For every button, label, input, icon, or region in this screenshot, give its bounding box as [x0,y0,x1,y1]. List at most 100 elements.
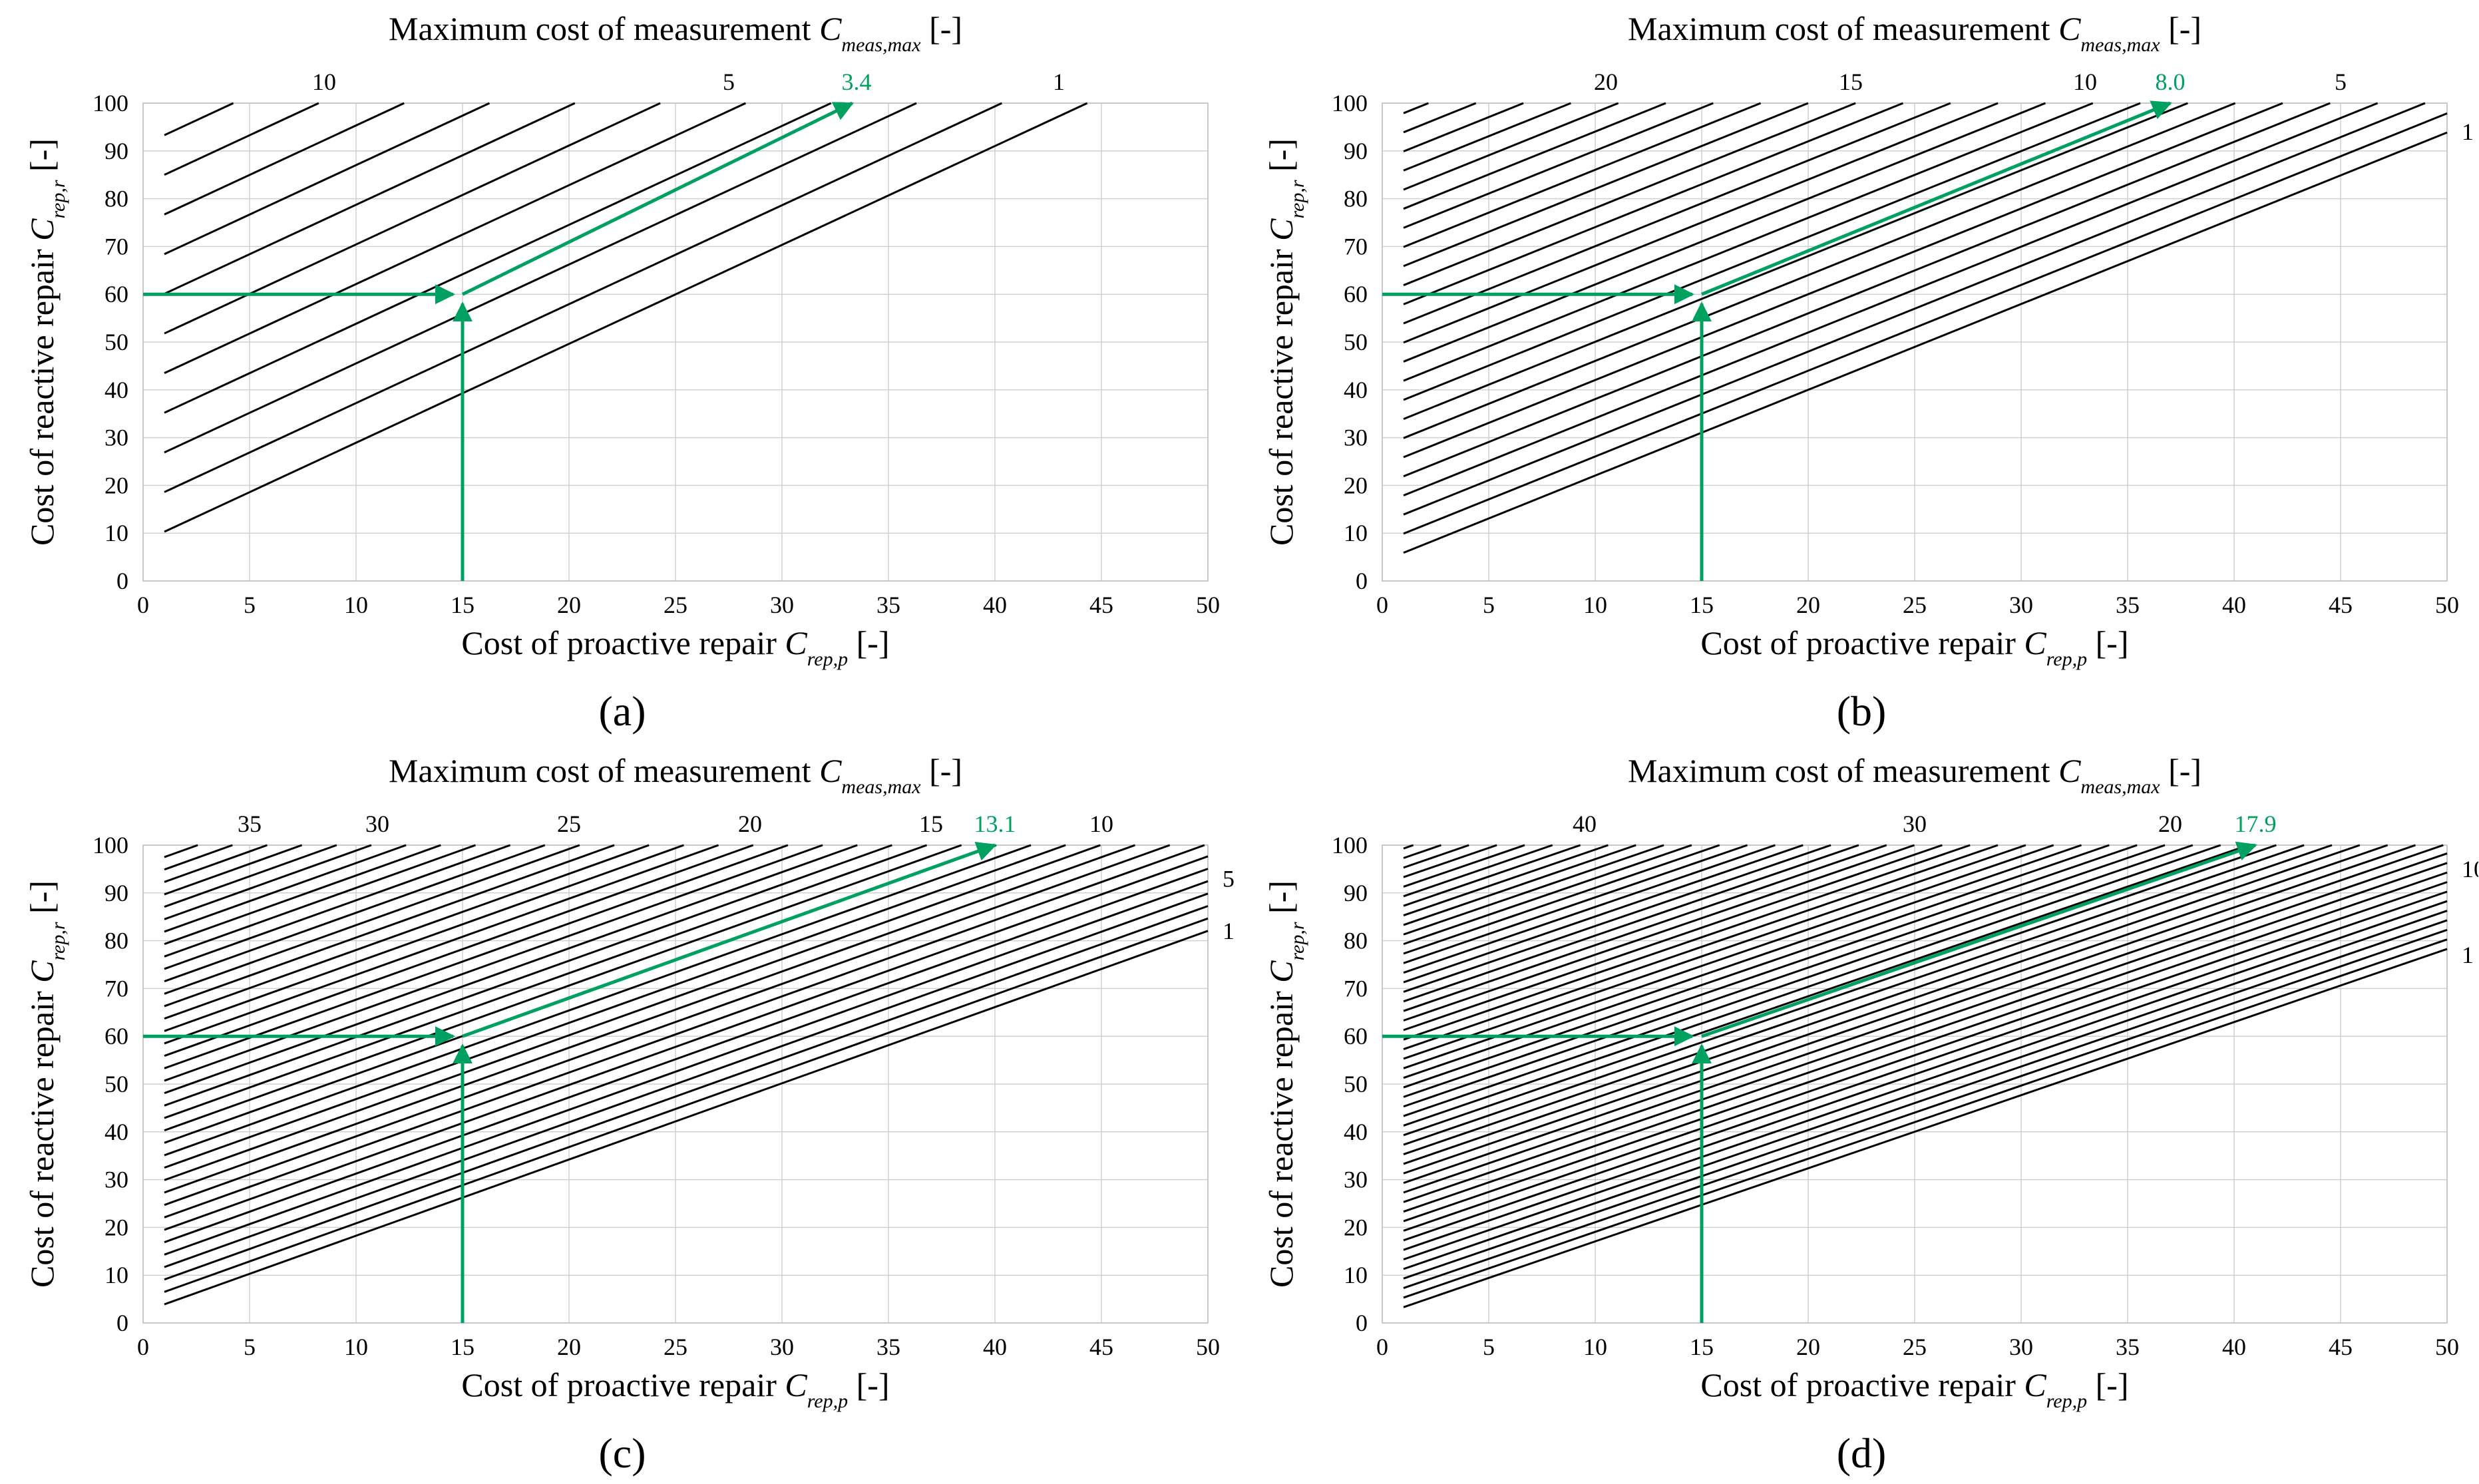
top-tick-label: 10 [312,69,336,95]
top-tick-label: 5 [723,69,735,95]
series-line [164,844,754,1057]
series-line [1403,102,1999,344]
series-line [1403,844,1748,964]
series-line [1403,844,2333,1165]
series-line [1403,102,1904,305]
y-tick-label: 100 [93,832,128,858]
series-line [164,930,1209,1306]
highlight-path: 13.1 [143,811,1016,1323]
highlight-value: 13.1 [974,811,1016,837]
x-tick-label: 10 [344,592,368,618]
y-tick-label: 50 [1344,329,1368,355]
x-tick-label: 35 [2116,592,2140,618]
y-tick-label: 0 [1356,1310,1368,1336]
series-line [1403,844,2305,1155]
x-tick-label: 0 [1376,592,1388,618]
series-line [1403,102,1714,229]
series-line [1403,102,1809,268]
series-line [164,844,962,1132]
series-line [1403,844,1553,898]
y-tick-label: 90 [104,880,128,906]
x-tick-label: 25 [664,1334,687,1360]
series-line [1403,102,2426,516]
series-line [1403,844,1609,916]
y-tick-label: 0 [116,1310,128,1336]
y-axis-title: Cost of reactive repair Crep,r [-] [23,880,69,1288]
top-tick-label: 15 [919,811,943,837]
series-line [1403,844,1525,888]
plot-frame [1382,844,2448,1324]
y-axis-title: Cost of reactive repair Crep,r [-] [1262,138,1308,546]
y-tick-label: 20 [1344,1214,1368,1240]
series-line [1403,844,2416,1194]
series-line [1403,102,1856,286]
x-tick-label: 50 [1196,592,1220,618]
y-tick-label: 60 [104,1023,128,1049]
plot-frame [142,844,1209,1324]
x-tick-label: 5 [244,1334,256,1360]
x-tick-label: 40 [2222,1334,2246,1360]
series-line [164,844,615,1008]
y-tick-label: 10 [1344,520,1368,546]
top-tick-label: 10 [1089,811,1113,837]
series-line [164,844,476,958]
panel-label: (b) [1837,687,1887,735]
y-tick-label: 0 [1356,568,1368,594]
series-line [1403,844,2166,1108]
series-line [1403,938,2448,1299]
series-line [1403,102,2331,478]
y-tick-label: 40 [1344,1119,1368,1145]
x-tick-label: 40 [2222,592,2246,618]
right-line-label: 1 [2462,942,2474,968]
series-line [164,102,576,295]
line-family [164,102,1088,533]
y-tick-label: 70 [104,975,128,1002]
series-line [1403,844,2110,1089]
x-tick-label: 0 [137,1334,149,1360]
y-tick-label: 60 [1344,1023,1368,1049]
x-tick-label: 45 [1089,1334,1113,1360]
series-line [164,844,650,1020]
x-tick-label: 40 [983,592,1007,618]
y-tick-label: 80 [104,928,128,954]
series-line [164,844,372,920]
series-line [164,844,719,1045]
series-line [164,892,1209,1268]
series-line [164,102,1002,493]
series-line [1403,928,2448,1290]
series-line [1403,844,1664,936]
x-tick-label: 15 [1690,592,1714,618]
x-tick-label: 30 [2009,1334,2033,1360]
series-line [1403,844,2138,1098]
chart-d: 0 5 10 15 20 25 30 35 40 45 50 0 10 20 30 40 50 60 70 80 90 1… [1262,752,2478,1477]
x-tick-label: 15 [1690,1334,1714,1360]
x-tick-label: 30 [770,1334,794,1360]
series-line [164,844,546,983]
y-tick-label: 60 [104,281,128,307]
series-line [1403,844,2277,1146]
x-axis-title: Cost of proactive repair Crep,p [-] [461,1366,889,1412]
series-line [1403,844,1915,1021]
y-tick-label: 80 [1344,186,1368,212]
y-tick-label: 50 [1344,1071,1368,1097]
series-line [164,102,319,176]
series-line [164,844,337,908]
chart-b: 0 5 10 15 20 25 30 35 40 45 5001020304050607080901… [1262,10,2474,735]
x-tick-label: 0 [1376,1334,1388,1360]
x-tick-label: 10 [344,1334,368,1360]
series-line [1403,844,2388,1185]
x-tick-label: 40 [983,1334,1007,1360]
series-line [164,844,858,1095]
y-tick-label: 20 [104,1214,128,1240]
series-line [164,844,511,970]
x-axis-title: Cost of proactive repair Crep,p [-] [461,624,889,670]
y-tick-label: 10 [1344,1262,1368,1288]
chart-c: 0 5 10 15 20 25 30 35 40 45 5001020304050607080901… [23,752,1235,1477]
series-line [1403,844,1720,955]
top-axis-title: Maximum cost of measurement Cmeas,max [-… [1628,752,2201,798]
series-line [164,844,580,995]
x-tick-label: 45 [2329,592,2353,618]
highlight-path: 3.4 [143,69,872,581]
series-line [1403,102,2141,401]
series-line [1403,844,1943,1031]
